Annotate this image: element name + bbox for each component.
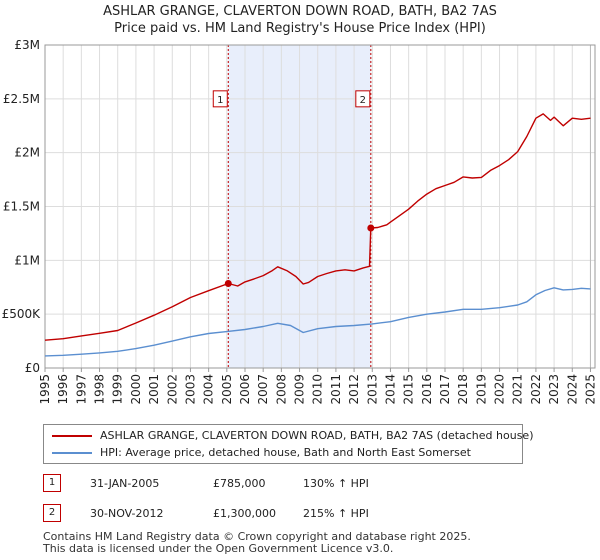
y-tick-label: £3M (14, 38, 40, 52)
legend: ASHLAR GRANGE, CLAVERTON DOWN ROAD, BATH… (43, 424, 534, 464)
price-chart: £0 £500K £1M £1.5M £2M £2.5M £3M 1995 1996 1997 19… (2, 38, 598, 405)
x-tick-label: 1995 (38, 374, 52, 405)
x-tick-label: 2001 (147, 374, 161, 405)
sale-date: 31-JAN-2005 (90, 477, 160, 490)
x-tick-label: 2020 (493, 374, 507, 405)
sale-point (367, 224, 375, 232)
x-tick-label: 2005 (220, 374, 234, 405)
sale-hpi-change: 130% ↑ HPI (303, 477, 369, 490)
sale-badge: 2 (43, 504, 61, 522)
chart-subtitle: Price paid vs. HM Land Registry's House … (114, 21, 486, 36)
sale-price: £1,300,000 (213, 507, 276, 520)
x-tick-label: 2012 (347, 374, 361, 405)
x-tick-label: 2006 (238, 374, 252, 405)
x-tick-label: 2018 (456, 374, 470, 405)
footer-copyright: Contains HM Land Registry data © Crown c… (43, 530, 471, 543)
x-tick-label: 1999 (111, 374, 125, 405)
x-tick-label: 2009 (293, 374, 307, 405)
hpi-line-swatch (52, 452, 92, 454)
chart-title: ASHLAR GRANGE, CLAVERTON DOWN ROAD, BATH… (103, 4, 497, 19)
x-tick-label: 2019 (474, 374, 488, 405)
legend-label-property: ASHLAR GRANGE, CLAVERTON DOWN ROAD, BATH… (100, 429, 534, 442)
plot-frame (44, 44, 596, 369)
sale-marker-badge (212, 90, 228, 108)
x-tick-label: 2021 (511, 374, 525, 405)
y-tick-label: £2M (14, 146, 40, 160)
x-tick-label: 2022 (529, 374, 543, 405)
x-tick-label: 2017 (438, 374, 452, 405)
sale-date: 30-NOV-2012 (90, 507, 164, 520)
y-tick-label: £0 (25, 361, 40, 375)
sale-hpi-change: 215% ↑ HPI (303, 507, 369, 520)
x-tick-label: 1996 (56, 374, 70, 405)
x-tick-label: 2008 (274, 374, 288, 405)
x-tick-label: 1997 (74, 374, 88, 405)
y-tick-label: £1M (14, 253, 40, 267)
x-tick-label: 2013 (365, 374, 379, 405)
x-tick-label: 2011 (329, 374, 343, 405)
x-tick-label: 2023 (547, 374, 561, 405)
x-tick-label: 2004 (202, 374, 216, 405)
x-tick-label: 2010 (311, 374, 325, 405)
x-tick-label: 2024 (565, 374, 579, 405)
sale-price: £785,000 (213, 477, 266, 490)
x-tick-label: 2002 (165, 374, 179, 405)
hpi-line (44, 287, 591, 357)
sale-badge: 1 (43, 474, 61, 492)
sale-marker-badge (355, 90, 371, 108)
x-tick-label: 2014 (383, 374, 397, 405)
y-tick-label: £1.5M (3, 200, 40, 214)
y-tick-label: £2.5M (3, 92, 40, 106)
sale-point (224, 279, 232, 287)
sale-marker-label: 1 (217, 95, 223, 106)
y-tick-label: £500K (2, 307, 42, 321)
x-tick-label: 1998 (93, 374, 107, 405)
property-price-line (44, 113, 591, 341)
x-tick-label: 2025 (583, 374, 597, 405)
legend-label-hpi: HPI: Average price, detached house, Bath… (100, 446, 471, 459)
x-tick-label: 2003 (183, 374, 197, 405)
x-tick-label: 2000 (129, 374, 143, 405)
property-line-swatch (52, 435, 92, 437)
sale-marker-label: 2 (360, 95, 366, 106)
x-tick-label: 2015 (402, 374, 416, 405)
x-tick-label: 2016 (420, 374, 434, 405)
footer-licence: This data is licensed under the Open Gov… (43, 542, 394, 555)
x-tick-label: 2007 (256, 374, 270, 405)
